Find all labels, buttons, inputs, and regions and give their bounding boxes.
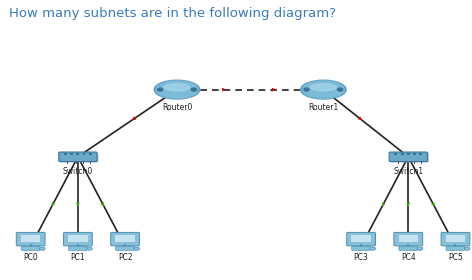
Ellipse shape [303, 81, 344, 98]
Bar [21, 235, 41, 242]
FancyBboxPatch shape [391, 153, 429, 162]
Circle shape [40, 247, 45, 250]
Bar [76, 153, 79, 155]
Circle shape [158, 88, 163, 91]
Text: PC4: PC4 [401, 253, 416, 262]
FancyBboxPatch shape [399, 246, 418, 250]
Circle shape [337, 88, 343, 91]
Ellipse shape [164, 84, 190, 91]
Text: PC2: PC2 [118, 253, 132, 262]
FancyBboxPatch shape [346, 232, 376, 246]
Ellipse shape [154, 80, 200, 99]
Circle shape [191, 88, 196, 91]
FancyBboxPatch shape [63, 232, 93, 246]
Bar [413, 153, 416, 155]
FancyBboxPatch shape [21, 246, 40, 250]
Bar [83, 153, 85, 155]
FancyBboxPatch shape [441, 232, 470, 246]
Text: Switch0: Switch0 [63, 167, 93, 176]
FancyBboxPatch shape [16, 232, 45, 246]
FancyBboxPatch shape [110, 232, 140, 246]
Circle shape [417, 247, 423, 250]
Ellipse shape [156, 81, 198, 98]
Bar [351, 235, 371, 242]
Bar [407, 153, 410, 155]
FancyBboxPatch shape [68, 246, 87, 250]
Circle shape [304, 88, 309, 91]
Bar [89, 153, 92, 155]
Text: PC5: PC5 [448, 253, 463, 262]
Bar [115, 235, 135, 242]
Circle shape [134, 247, 140, 250]
Bar [68, 235, 88, 242]
FancyBboxPatch shape [389, 152, 427, 162]
Bar [395, 153, 397, 155]
FancyBboxPatch shape [446, 246, 465, 250]
Ellipse shape [301, 80, 346, 99]
FancyBboxPatch shape [59, 152, 97, 162]
Text: PC3: PC3 [354, 253, 369, 262]
Circle shape [87, 247, 93, 250]
Bar [401, 153, 404, 155]
FancyBboxPatch shape [60, 153, 99, 162]
FancyBboxPatch shape [394, 232, 423, 246]
FancyBboxPatch shape [352, 246, 371, 250]
Bar [64, 153, 67, 155]
Bar [70, 153, 73, 155]
Text: Switch1: Switch1 [393, 167, 423, 176]
FancyBboxPatch shape [116, 246, 135, 250]
Text: How many subnets are in the following diagram?: How many subnets are in the following di… [9, 7, 337, 20]
Text: PC0: PC0 [23, 253, 38, 262]
Text: Router0: Router0 [162, 103, 192, 112]
Ellipse shape [311, 84, 336, 91]
Bar [419, 153, 422, 155]
Text: PC1: PC1 [71, 253, 85, 262]
Text: Router1: Router1 [308, 103, 338, 112]
Circle shape [464, 247, 470, 250]
Circle shape [370, 247, 376, 250]
Bar [398, 235, 418, 242]
Bar [446, 235, 465, 242]
